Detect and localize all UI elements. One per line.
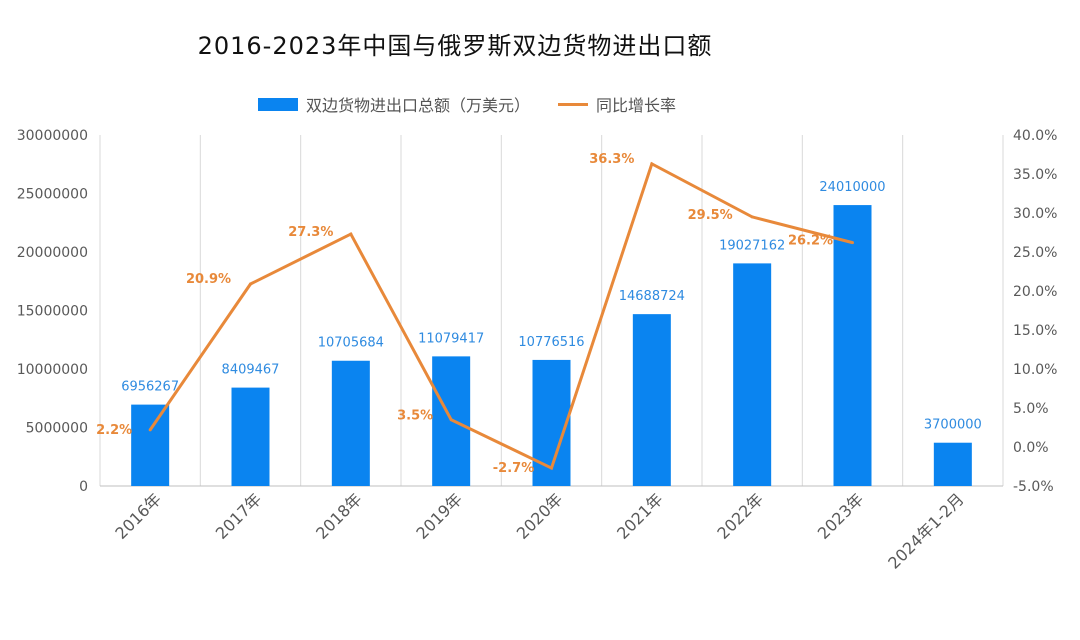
x-tick-label: 2022年 (713, 489, 767, 543)
x-tick-label: 2024年1-2月 (884, 489, 967, 572)
y-right-tick-label: -5.0% (1013, 479, 1054, 495)
y-right-tick-label: 0.0% (1013, 440, 1049, 456)
x-tick-label: 2020年 (513, 489, 567, 543)
bar (231, 387, 270, 486)
line-point (851, 241, 854, 245)
x-tick-label: 2019年 (412, 489, 466, 543)
bar (833, 205, 872, 486)
line-data-label: 26.2% (788, 234, 833, 249)
y-right-tick-label: 30.0% (1013, 206, 1057, 222)
bar-data-label: 11079417 (418, 331, 484, 346)
y-right-tick-label: 20.0% (1013, 284, 1057, 300)
x-tick-label: 2021年 (613, 489, 667, 543)
y-left-tick-label: 10000000 (17, 362, 88, 378)
y-left-tick-label: 25000000 (17, 187, 88, 203)
bar-data-label: 19027162 (719, 238, 785, 253)
line-data-label: -2.7% (493, 461, 534, 476)
line-data-label: 2.2% (96, 423, 132, 438)
line-point (148, 428, 152, 432)
x-tick-label: 2023年 (814, 489, 868, 543)
line-data-label: 36.3% (589, 152, 634, 167)
y-right-tick-label: 35.0% (1013, 167, 1057, 183)
bar-data-label: 14688724 (619, 289, 685, 304)
line-point (550, 466, 553, 470)
line-point (750, 215, 754, 219)
y-right-tick-label: 15.0% (1013, 323, 1057, 339)
y-left-tick-label: 20000000 (17, 245, 88, 261)
growth-line (148, 161, 853, 471)
y-left-tick-label: 30000000 (17, 128, 88, 144)
chart-title: 2016-2023年中国与俄罗斯双边货物进出口额 (197, 32, 713, 60)
line-data-label: 3.5% (397, 409, 433, 424)
line-data-label: 29.5% (688, 208, 733, 223)
legend-swatch-line (558, 102, 589, 106)
y-right-tick-label: 25.0% (1013, 245, 1057, 261)
x-tick-label: 2017年 (212, 489, 266, 543)
x-tick-label: 2016年 (111, 489, 165, 543)
y-left-tick-label: 15000000 (17, 304, 88, 320)
line-data-label: 20.9% (186, 272, 231, 287)
bar-data-label: 24010000 (819, 180, 885, 195)
bar-data-label: 6956267 (121, 380, 179, 395)
line-data-label: 27.3% (288, 225, 333, 240)
legend: 双边货物进出口总额（万美元） 同比增长率 (258, 92, 676, 116)
legend-label-line: 同比增长率 (596, 96, 677, 115)
bar-data-label: 3700000 (924, 418, 982, 433)
line-point (449, 418, 453, 422)
y-right-tick-label: 10.0% (1013, 362, 1057, 378)
bar (933, 442, 972, 486)
y-left-tick-label: 5000000 (26, 421, 88, 437)
bar (131, 404, 170, 486)
bar (733, 263, 772, 486)
legend-label-bar: 双边货物进出口总额（万美元） (306, 96, 531, 115)
bar-data-label: 8409467 (222, 363, 280, 378)
bar-data-label: 10776516 (518, 335, 584, 350)
x-tick-label: 2018年 (312, 489, 366, 543)
y-right-tick-label: 5.0% (1013, 401, 1049, 417)
bar-data-label: 10705684 (318, 336, 384, 351)
line-point (349, 232, 353, 236)
bar (632, 314, 671, 486)
legend-swatch-bar (258, 97, 298, 111)
y-right-tick-label: 40.0% (1013, 128, 1057, 144)
line-point (650, 162, 654, 166)
y-left-tick-label: 0 (79, 479, 88, 495)
bar (331, 360, 370, 486)
line-point (249, 282, 252, 286)
